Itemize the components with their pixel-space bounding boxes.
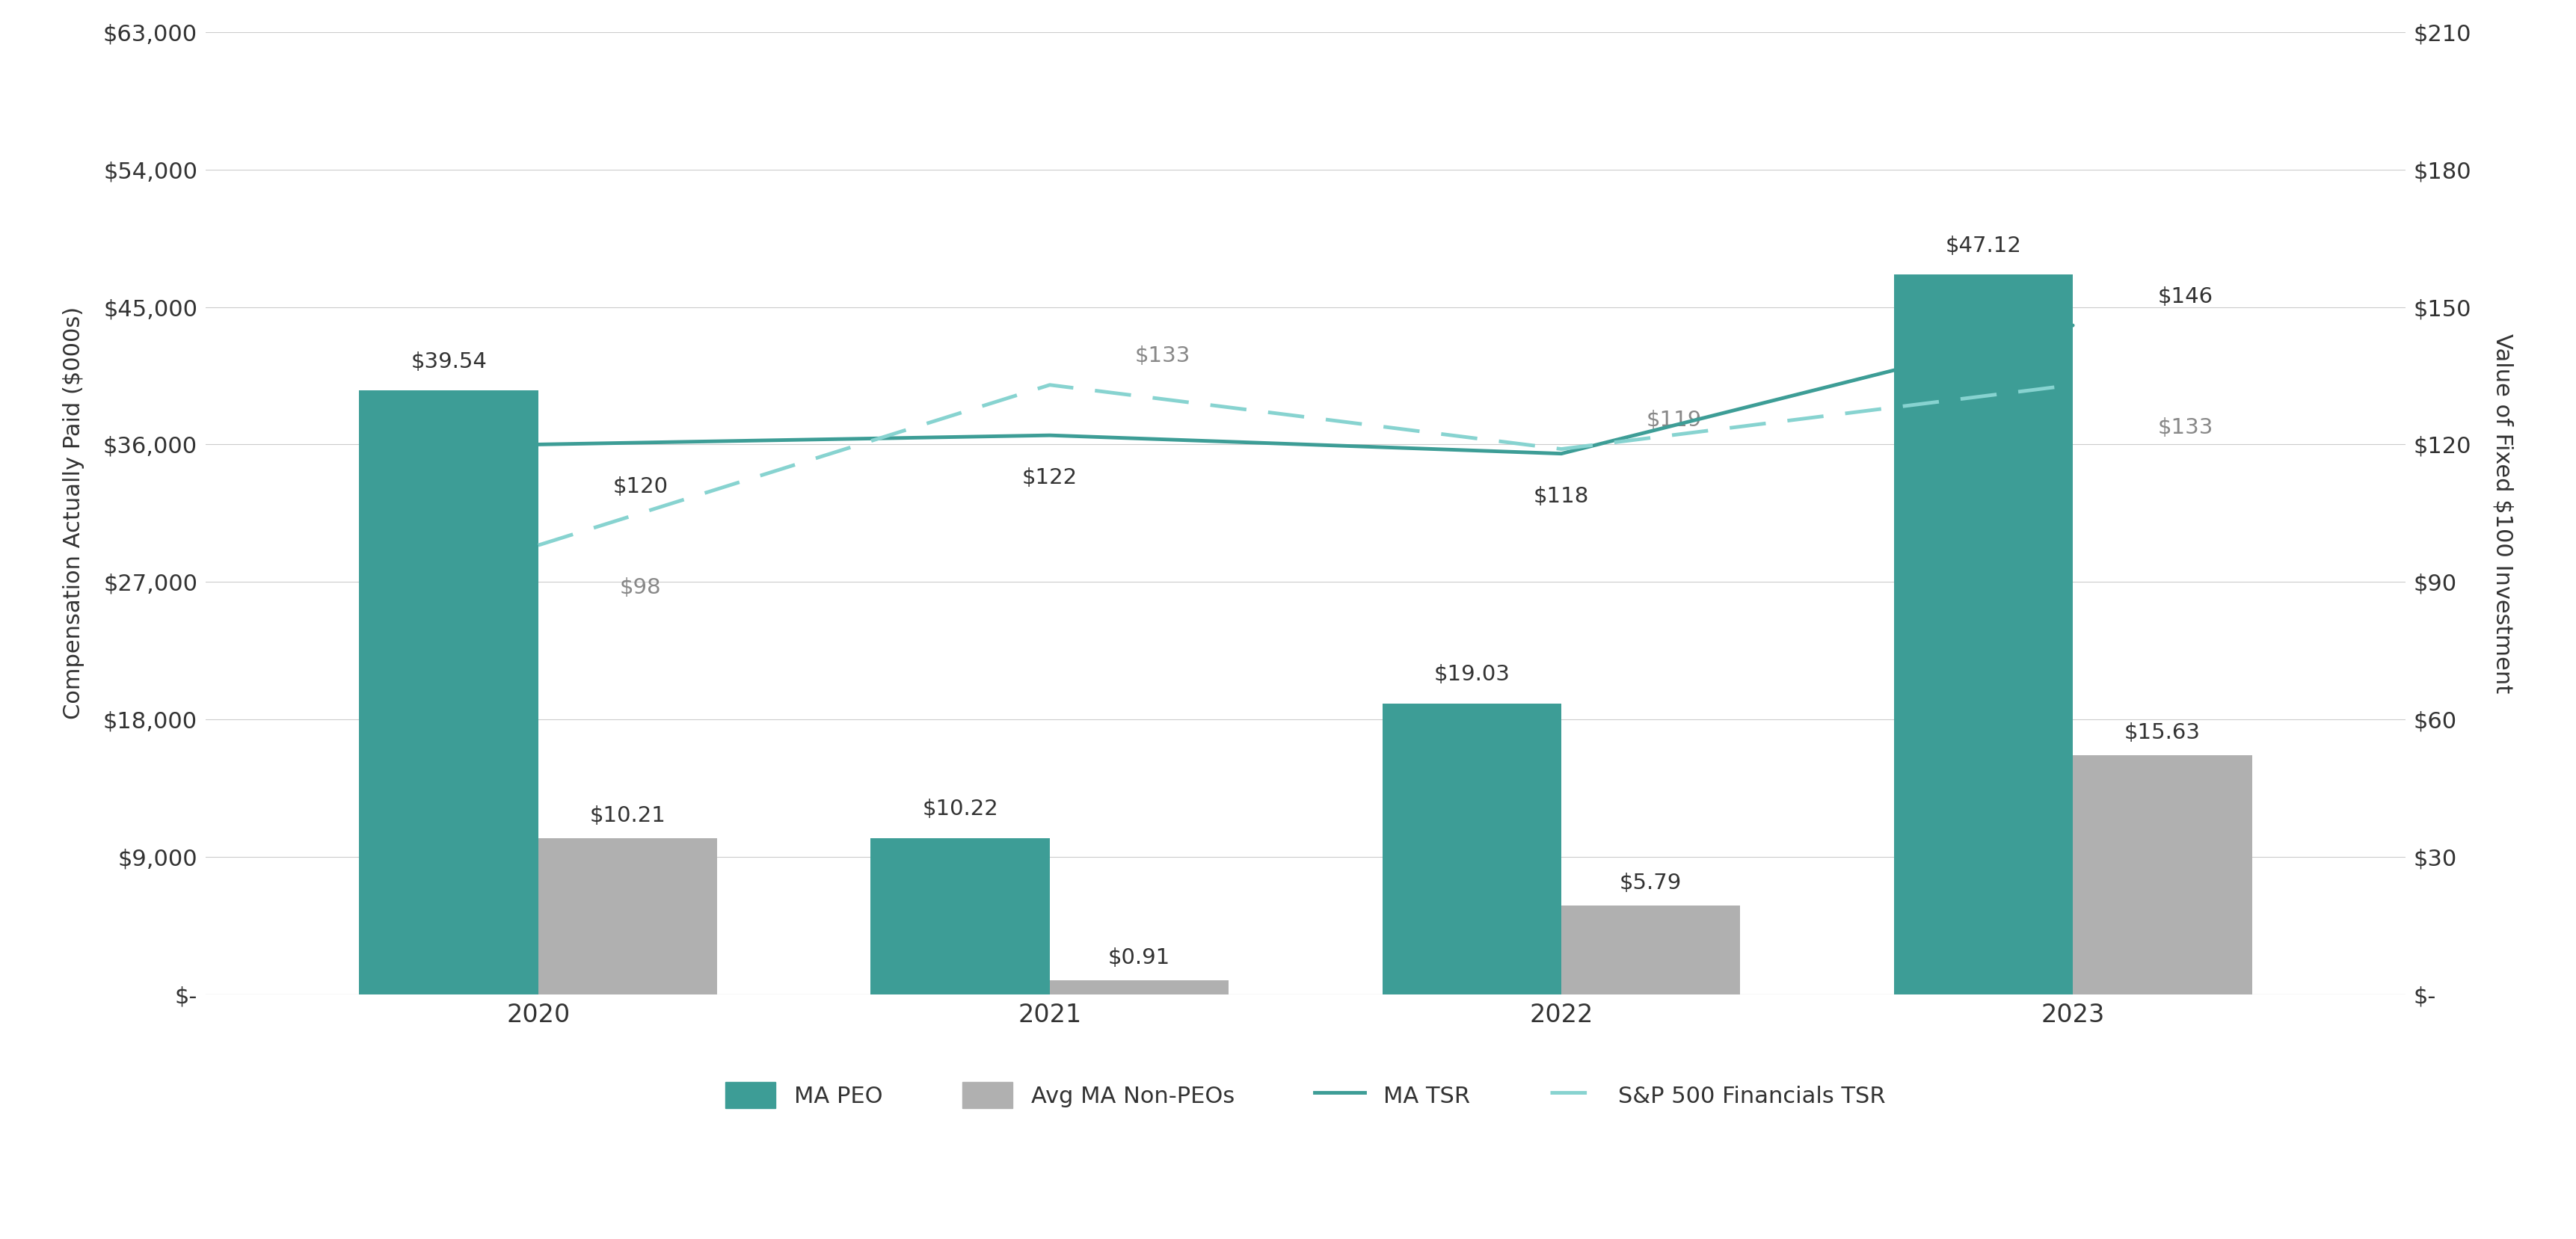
Text: $119: $119 [1646, 410, 1703, 431]
Text: $10.21: $10.21 [590, 805, 665, 826]
Text: $39.54: $39.54 [410, 351, 487, 372]
Bar [1051, 980, 1229, 994]
Text: $15.63: $15.63 [2125, 722, 2200, 743]
Text: $118: $118 [1533, 486, 1589, 507]
Bar [871, 838, 1051, 994]
Text: $19.03: $19.03 [1435, 664, 1510, 685]
Legend: MA PEO, Avg MA Non-PEOs, MA TSR, S&P 500 Financials TSR: MA PEO, Avg MA Non-PEOs, MA TSR, S&P 500… [716, 1073, 1896, 1118]
Bar [2074, 756, 2251, 994]
Text: $10.22: $10.22 [922, 799, 999, 820]
Text: $133: $133 [1133, 346, 1190, 367]
Text: $146: $146 [2159, 286, 2213, 307]
Text: $122: $122 [1023, 467, 1077, 488]
Text: $47.12: $47.12 [1945, 235, 2022, 256]
Y-axis label: Value of Fixed $100 Investment: Value of Fixed $100 Investment [2491, 333, 2514, 693]
Y-axis label: Compensation Actually Paid ($000s): Compensation Actually Paid ($000s) [62, 307, 85, 720]
Text: $98: $98 [621, 577, 662, 598]
Bar [358, 390, 538, 994]
Bar [1893, 275, 2074, 994]
Bar [538, 839, 716, 994]
Bar [1383, 704, 1561, 994]
Text: $5.79: $5.79 [1620, 872, 1682, 893]
Text: $120: $120 [613, 477, 667, 498]
Text: $0.91: $0.91 [1108, 947, 1170, 968]
Bar [1561, 906, 1741, 994]
Text: $133: $133 [2159, 418, 2213, 437]
